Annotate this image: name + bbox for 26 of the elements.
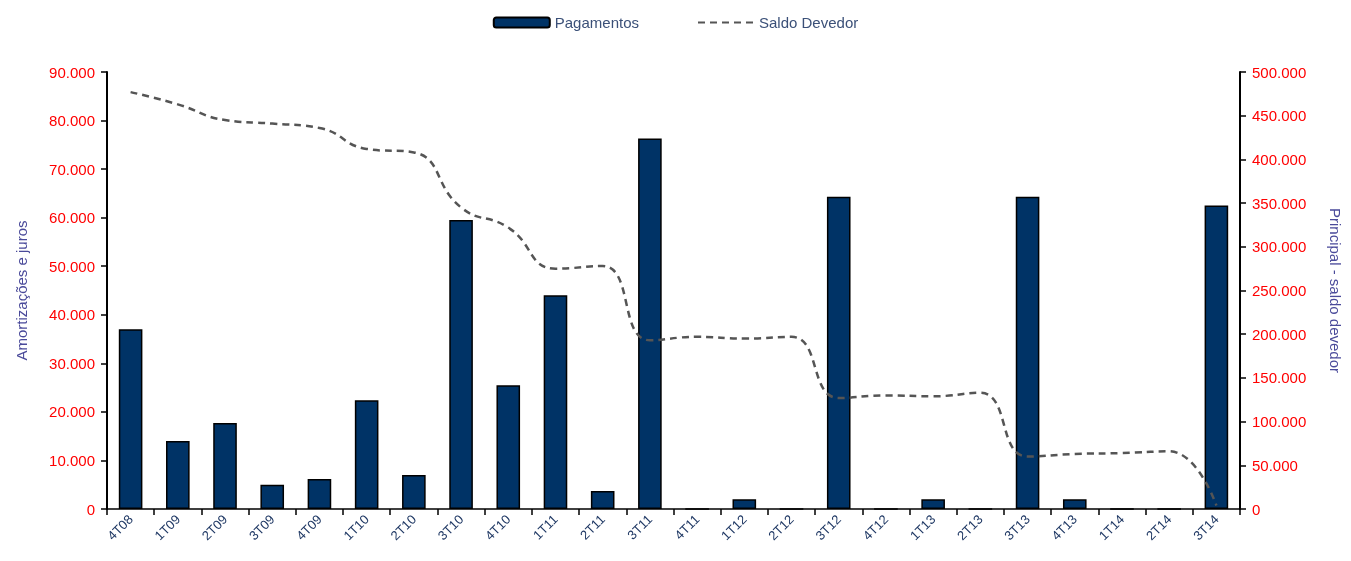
y-tick-label: 30.000 <box>49 354 95 372</box>
y2-tick-label: 250.000 <box>1252 282 1307 299</box>
legend-label: Saldo Devedor <box>759 14 859 31</box>
y2-tick-label: 100.000 <box>1252 413 1307 431</box>
legend-label: Pagamentos <box>554 14 640 31</box>
y-tick-label: 60.000 <box>49 209 95 227</box>
y2-tick-label: 300.000 <box>1252 238 1307 256</box>
y-tick-label: 70.000 <box>49 160 95 178</box>
y-tick-label: 50.000 <box>49 257 95 275</box>
y2-tick-label: 400.000 <box>1252 150 1307 168</box>
y-tick-label: 90.000 <box>49 63 95 81</box>
y-tick-label: 0 <box>86 500 95 518</box>
y2-tick-label: 50.000 <box>1252 456 1298 474</box>
y2-tick-label: 150.000 <box>1252 369 1307 387</box>
y-axis-title: Amortizações e juros <box>13 220 30 361</box>
y2-axis-title: Principal - saldo devedor <box>1327 207 1344 374</box>
y2-tick-label: 200.000 <box>1252 325 1307 343</box>
y2-tick-label: 500.000 <box>1252 63 1307 81</box>
y2-tick-label: 450.000 <box>1252 107 1307 125</box>
y-tick-label: 80.000 <box>49 112 95 130</box>
y-tick-label: 20.000 <box>49 403 95 421</box>
y-tick-label: 40.000 <box>49 306 95 324</box>
line-series <box>129 90 1218 507</box>
y2-tick-label: 0 <box>1252 500 1261 518</box>
y-tick-label: 10.000 <box>49 451 95 469</box>
y2-tick-label: 350.000 <box>1252 194 1307 212</box>
